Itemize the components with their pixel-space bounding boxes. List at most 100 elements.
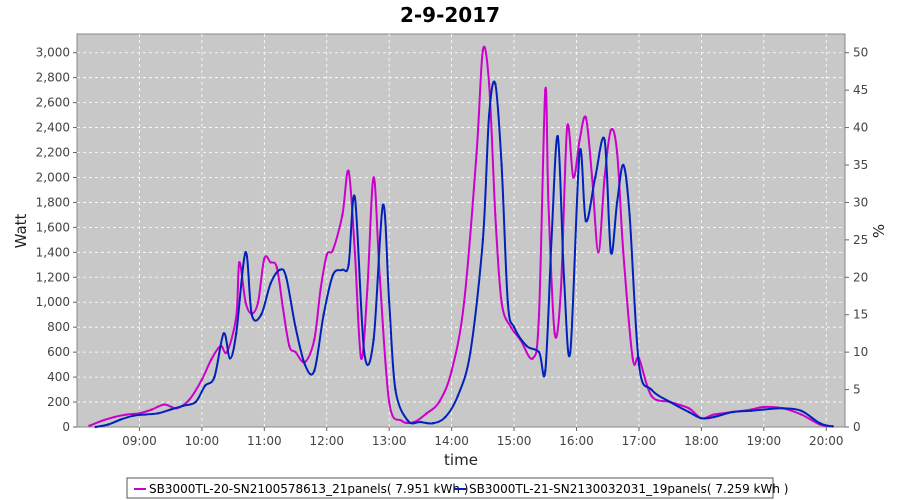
y-tick-label: 1,000 (36, 295, 70, 309)
y-axis-label: Watt (12, 213, 30, 248)
series-point-2 (94, 425, 97, 429)
x-tick-label: 14:00 (434, 434, 469, 448)
series-point-2 (712, 415, 716, 419)
series-point-2 (687, 410, 691, 414)
series-point-2 (500, 163, 503, 167)
series-point-2 (800, 409, 803, 412)
series-point-2 (284, 276, 288, 279)
series-point-2 (303, 363, 307, 366)
series-point-1 (238, 261, 241, 264)
series-point-2 (213, 375, 216, 379)
legend-label-2: SB3000TL-21-SN2130032031_19panels( 7.259… (469, 482, 788, 496)
series-point-1 (597, 251, 600, 254)
series-point-1 (609, 128, 613, 132)
y2-tick-label: 10 (853, 345, 868, 359)
series-point-2 (444, 415, 447, 419)
legend-items: SB3000TL-20-SN2100578613_21panels( 7.951… (134, 482, 788, 496)
chart-title: 2-9-2017 (400, 3, 500, 27)
y-tick-label: 3,000 (36, 46, 70, 60)
series-point-2 (584, 219, 588, 223)
series-point-1 (244, 301, 247, 304)
y-tick-label: 800 (47, 320, 70, 334)
series-point-1 (188, 398, 191, 401)
series-point-1 (275, 266, 279, 269)
y-axis-right: 0 5 10 15 20 25 30 35 40 45 50 (845, 46, 868, 434)
series-point-1 (150, 408, 154, 411)
series-point-2 (731, 410, 734, 414)
series-point-1 (450, 369, 453, 373)
x-tick-label: 19:00 (747, 434, 782, 448)
series-point-1 (100, 419, 104, 422)
y2-tick-label: 20 (853, 270, 868, 284)
series-point-2 (313, 369, 316, 373)
series-point-2 (250, 313, 254, 316)
series-point-2 (594, 176, 597, 179)
series-point-1 (437, 400, 441, 404)
series-point-2 (278, 268, 282, 271)
y-tick-label: 200 (47, 395, 70, 409)
series-point-1 (263, 257, 266, 260)
series-point-1 (113, 415, 116, 419)
series-point-2 (294, 325, 297, 329)
series-point-1 (347, 170, 350, 173)
y-tick-label: 1,400 (36, 245, 70, 259)
y2-tick-label: 35 (853, 158, 868, 172)
series-point-2 (628, 213, 631, 217)
series-point-2 (259, 313, 263, 316)
series-point-1 (631, 357, 634, 360)
series-point-2 (481, 238, 485, 242)
legend (126, 477, 774, 499)
series-point-1 (400, 419, 403, 422)
x-axis-label: time (444, 451, 478, 469)
grid (77, 34, 845, 427)
series-point-2 (615, 201, 619, 204)
y-tick-label: 1,800 (36, 195, 70, 209)
series-point-2 (235, 332, 238, 335)
series-point-2 (387, 301, 391, 304)
series-point-1 (547, 201, 550, 204)
series-point-2 (381, 203, 385, 207)
series-point-2 (244, 251, 247, 254)
series-point-1 (622, 251, 625, 254)
series-point-2 (562, 276, 566, 279)
series-point-2 (781, 407, 784, 410)
series-point-2 (831, 425, 834, 428)
series-point-2 (169, 408, 172, 411)
x-tick-label: 10:00 (185, 434, 220, 448)
series-point-2 (181, 404, 185, 407)
y2-tick-label: 25 (853, 233, 868, 247)
series-point-1 (481, 49, 485, 52)
series-point-2 (119, 418, 122, 421)
series-point-1 (590, 176, 594, 179)
series-point-1 (353, 251, 357, 254)
y2-tick-label: 40 (853, 121, 868, 135)
x-tick-label: 11:00 (247, 434, 282, 448)
y-tick-label: 2,200 (36, 146, 70, 160)
y2-tick-label: 50 (853, 46, 868, 60)
series-point-2 (322, 313, 325, 316)
series-point-2 (544, 369, 547, 373)
series-point-2 (637, 363, 641, 366)
series-point-1 (800, 413, 803, 416)
series-point-1 (325, 253, 328, 257)
series-point-1 (372, 176, 375, 179)
series-point-1 (650, 394, 653, 398)
y-tick-label: 2,600 (36, 96, 70, 110)
series-point-2 (203, 384, 207, 388)
series-point-2 (107, 423, 110, 426)
series-point-1 (603, 176, 606, 179)
series-point-1 (235, 316, 238, 319)
series-point-2 (700, 417, 703, 420)
series-point-2 (469, 350, 472, 354)
series-point-1 (487, 82, 491, 86)
series-point-1 (509, 325, 513, 329)
y-tick-label: 0 (62, 420, 70, 434)
series-point-1 (425, 412, 428, 415)
y2-tick-label: 15 (853, 308, 868, 322)
series-point-1 (500, 301, 503, 304)
y-tick-label: 2,800 (36, 71, 70, 85)
y-tick-label: 400 (47, 370, 70, 384)
series-point-2 (622, 163, 625, 167)
series-point-2 (222, 332, 225, 335)
y-tick-label: 1,200 (36, 270, 70, 284)
